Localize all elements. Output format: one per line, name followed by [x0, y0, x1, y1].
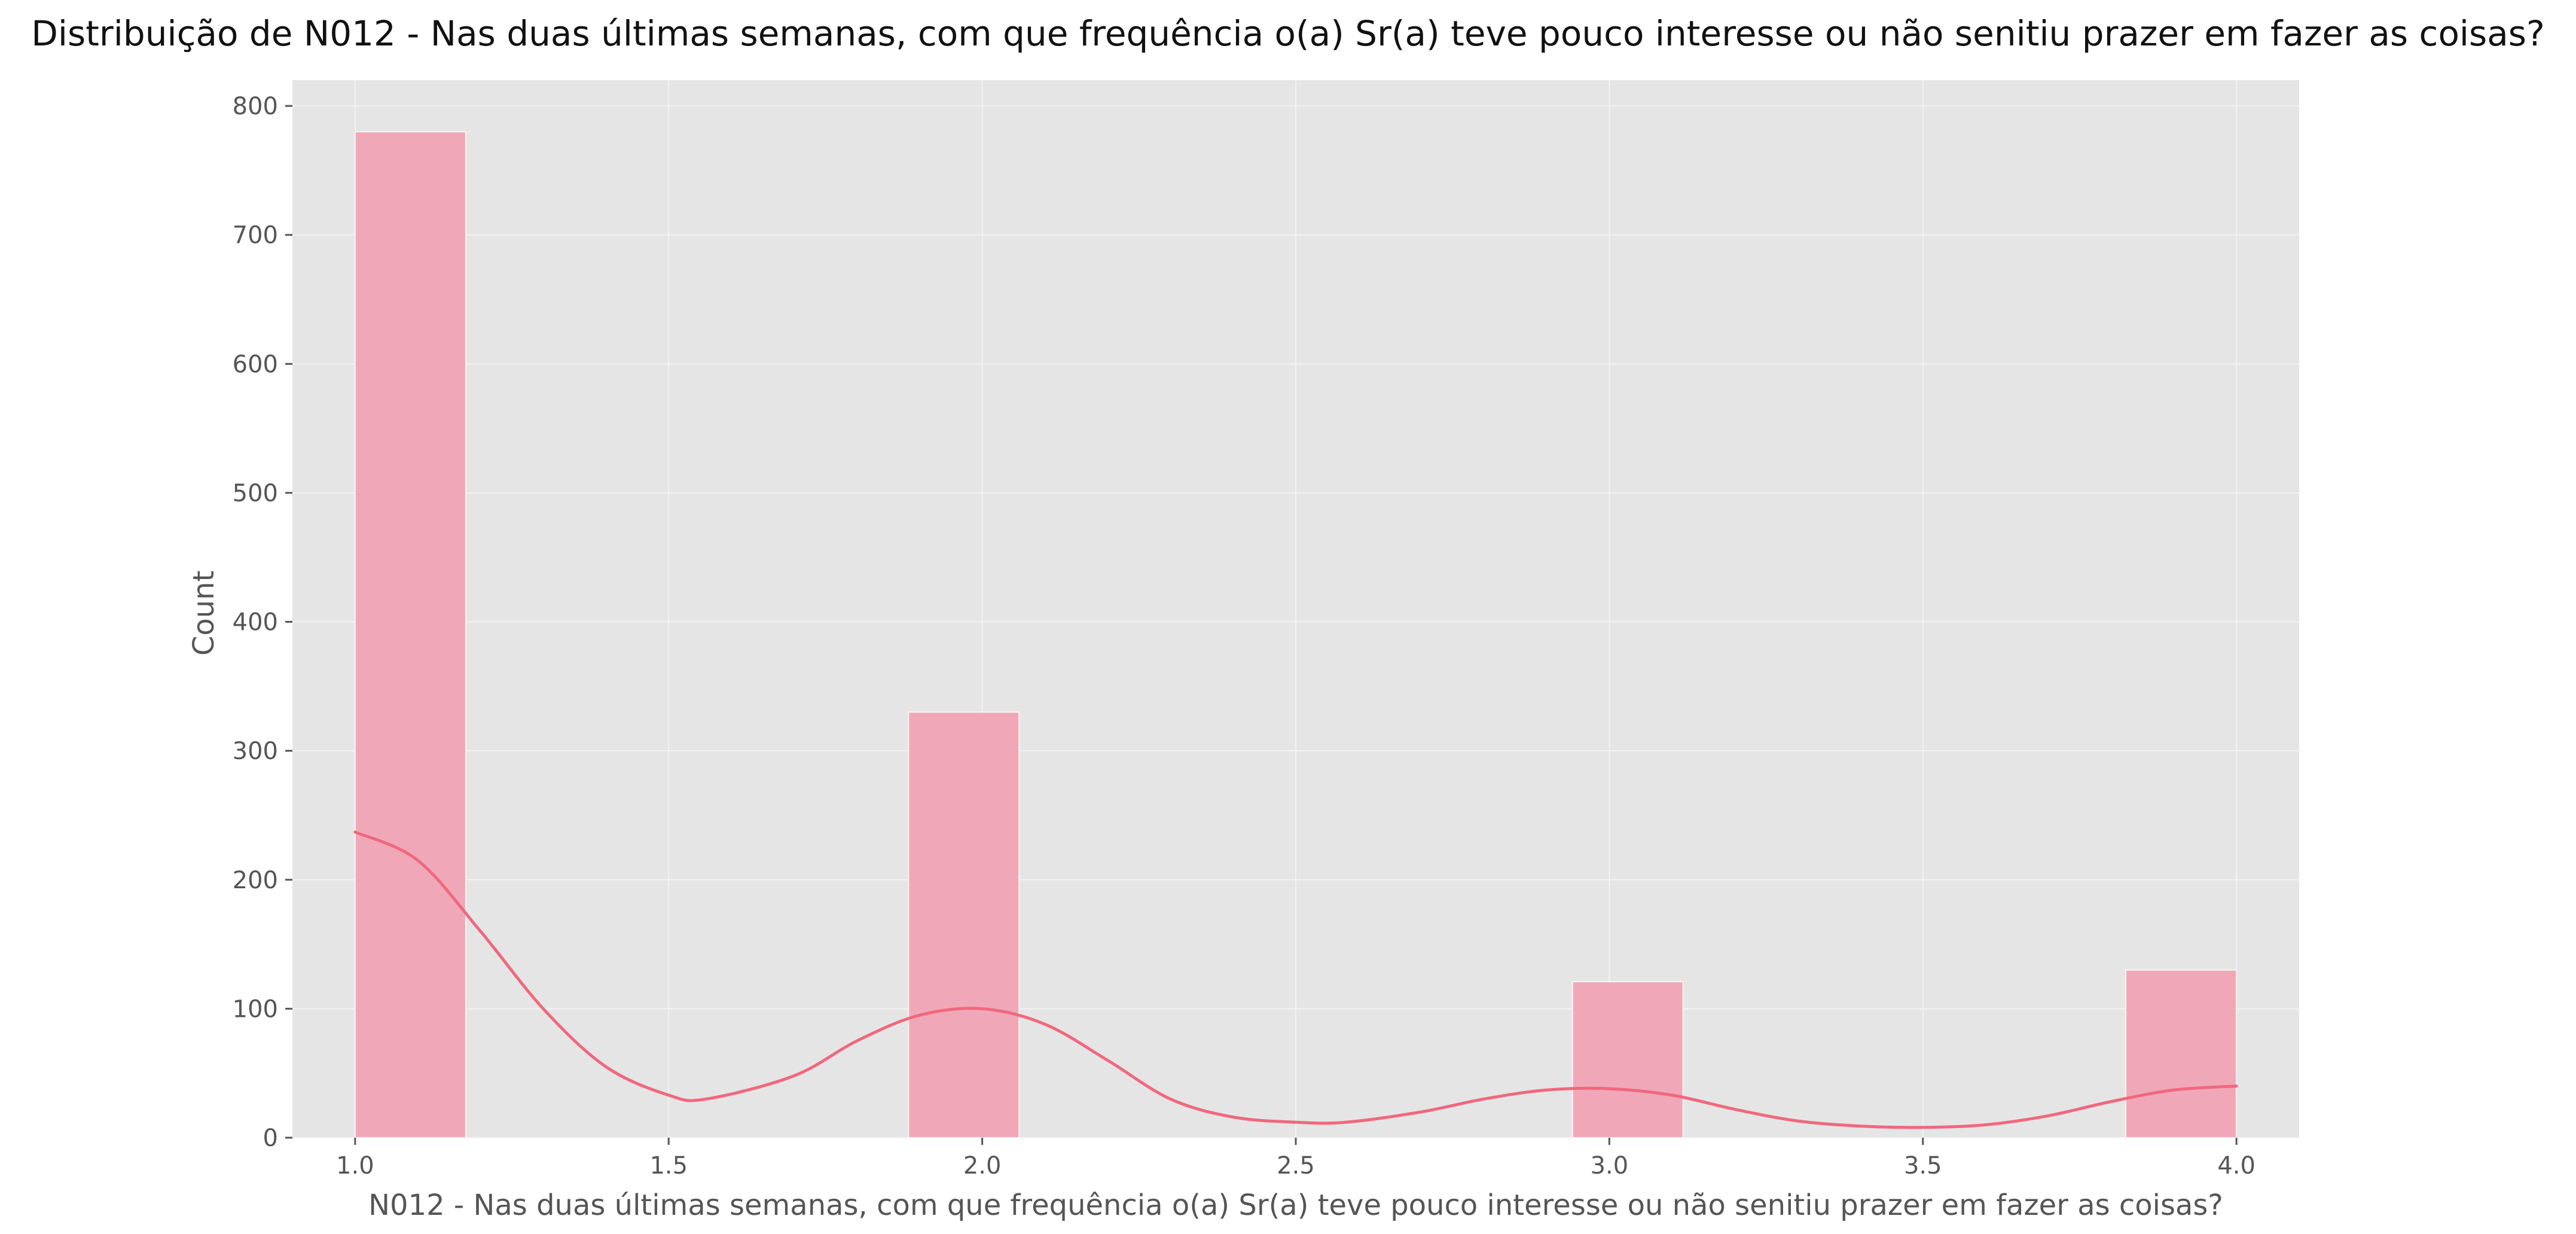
- y-axis-label: Count: [187, 571, 221, 656]
- histogram-bar: [908, 711, 1020, 1138]
- chart-title: Distribuição de N012 - Nas duas últimas …: [31, 13, 2545, 54]
- y-tick-label: 600: [233, 351, 278, 378]
- histogram-bar: [1571, 981, 1684, 1138]
- y-tick-label: 100: [233, 995, 278, 1023]
- kde-line: [353, 830, 2238, 1129]
- x-axis-label: N012 - Nas duas últimas semanas, com que…: [368, 1189, 2223, 1222]
- x-tick-label: 2.0: [963, 1152, 1002, 1180]
- x-tick-label: 3.5: [1904, 1152, 1942, 1180]
- x-tick-label: 4.0: [2217, 1152, 2255, 1180]
- y-tick-label: 400: [233, 609, 278, 636]
- histogram-bar: [2125, 969, 2238, 1138]
- gridlines: [292, 80, 2299, 1138]
- x-tick-label: 2.5: [1277, 1152, 1315, 1180]
- y-tick-label: 200: [233, 867, 278, 894]
- y-tick-label: 300: [233, 738, 278, 765]
- x-axis-ticks: 1.0 1.5 2.0 2.5 3.0 3.5 4.0: [336, 1138, 2255, 1180]
- y-tick-label: 500: [233, 480, 278, 507]
- y-tick-label: 700: [233, 222, 278, 249]
- y-tick-label: 0: [263, 1125, 278, 1152]
- histogram-bars: [354, 131, 2238, 1138]
- y-tick-label: 800: [233, 93, 278, 120]
- x-tick-label: 1.0: [336, 1152, 374, 1180]
- x-tick-label: 1.5: [649, 1152, 688, 1180]
- y-axis-ticks: 0 100 200 300 400 500 600 700 800: [233, 93, 292, 1152]
- x-tick-label: 3.0: [1591, 1152, 1629, 1180]
- histogram-bar: [354, 131, 466, 1138]
